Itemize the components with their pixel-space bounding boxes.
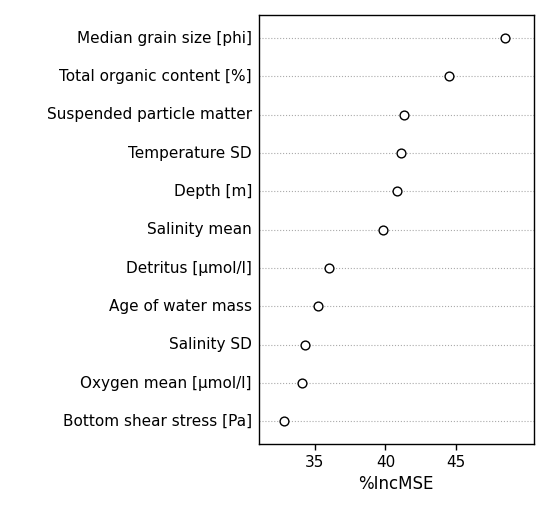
Text: Bottom shear stress [Pa]: Bottom shear stress [Pa] <box>63 414 252 429</box>
Point <box>392 187 401 195</box>
Point <box>314 302 322 311</box>
Point <box>397 149 405 157</box>
Text: Age of water mass: Age of water mass <box>109 299 252 314</box>
Text: Suspended particle matter: Suspended particle matter <box>47 107 252 122</box>
Text: Temperature SD: Temperature SD <box>128 145 252 161</box>
Text: Salinity mean: Salinity mean <box>147 222 252 237</box>
X-axis label: %IncMSE: %IncMSE <box>358 475 434 493</box>
Text: Salinity SD: Salinity SD <box>169 337 252 352</box>
Point <box>324 264 333 272</box>
Text: Detritus [μmol/l]: Detritus [μmol/l] <box>126 261 252 276</box>
Point <box>301 341 310 349</box>
Text: Oxygen mean [μmol/l]: Oxygen mean [μmol/l] <box>80 376 252 390</box>
Text: Total organic content [%]: Total organic content [%] <box>59 69 252 84</box>
Point <box>298 379 306 387</box>
Point <box>279 417 288 425</box>
Point <box>399 111 408 119</box>
Text: Depth [m]: Depth [m] <box>173 184 252 199</box>
Point <box>444 72 453 80</box>
Point <box>501 34 510 42</box>
Text: Median grain size [phi]: Median grain size [phi] <box>77 31 252 45</box>
Point <box>378 226 387 234</box>
